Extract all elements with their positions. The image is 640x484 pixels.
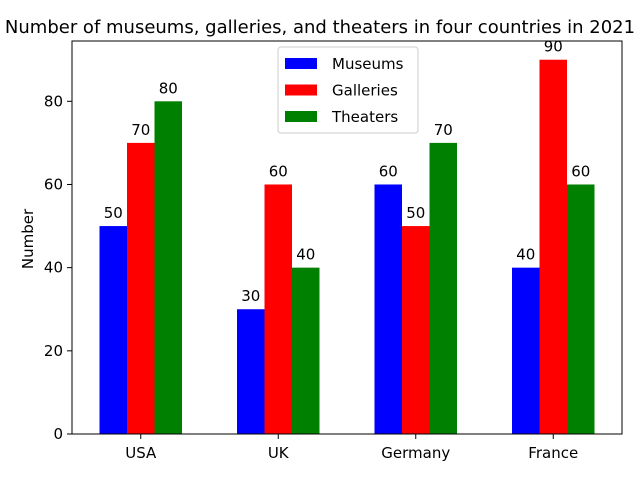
bar-galleries-usa	[127, 142, 155, 434]
data-label: 30	[241, 287, 260, 305]
data-label: 80	[159, 79, 178, 97]
bar-museums-usa	[99, 226, 127, 434]
axes: 0 20 40 60 80 USA UK Germany France	[44, 40, 623, 462]
x-tick-label-france: France	[528, 444, 578, 462]
data-label: 50	[104, 204, 123, 222]
data-label: 50	[406, 204, 425, 222]
legend-label-museums: Museums	[332, 55, 404, 73]
data-label: 90	[544, 38, 563, 56]
data-label: 40	[296, 246, 315, 264]
data-label: 60	[571, 162, 590, 180]
bar-galleries-france	[539, 59, 567, 434]
bar-galleries-germany	[402, 226, 430, 434]
y-tick-label: 80	[44, 92, 63, 110]
data-label: 70	[434, 121, 453, 139]
bars-group: 50 30 60 40 70 60 50 90 80 40 70 60	[99, 38, 595, 435]
chart-title: Number of museums, galleries, and theate…	[5, 17, 635, 38]
bar-museums-germany	[374, 184, 402, 434]
legend-swatch-theaters	[285, 111, 317, 122]
data-label: 60	[379, 162, 398, 180]
data-label: 60	[269, 162, 288, 180]
x-tick-label-germany: Germany	[381, 444, 450, 462]
x-tick-label-usa: USA	[125, 444, 157, 462]
data-label: 70	[131, 121, 150, 139]
legend-label-galleries: Galleries	[332, 82, 398, 100]
plot-frame	[71, 40, 623, 435]
y-tick-label: 60	[44, 175, 63, 193]
data-label: 40	[516, 246, 535, 264]
y-tick-label: 20	[44, 342, 63, 360]
bar-museums-uk	[237, 309, 265, 434]
bar-theaters-usa	[154, 101, 182, 435]
legend-label-theaters: Theaters	[331, 108, 398, 126]
y-axis-label: Number	[19, 208, 37, 269]
bar-theaters-france	[567, 184, 595, 434]
legend: Museums Galleries Theaters	[277, 46, 419, 134]
bar-theaters-uk	[292, 267, 320, 434]
bar-museums-france	[512, 267, 540, 434]
x-tick-label-uk: UK	[268, 444, 290, 462]
y-tick-label: 40	[44, 259, 63, 277]
bar-galleries-uk	[264, 184, 292, 434]
legend-swatch-museums	[285, 58, 317, 69]
bar-theaters-germany	[429, 142, 457, 434]
legend-swatch-galleries	[285, 84, 317, 96]
y-tick-label: 0	[53, 425, 63, 443]
